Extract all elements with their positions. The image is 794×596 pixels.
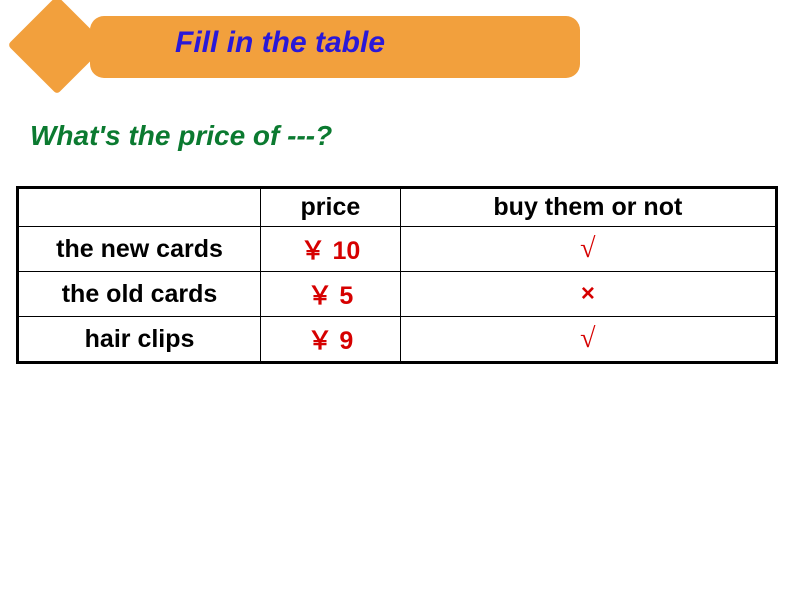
table-row: the new cards ￥ 10 √	[18, 227, 777, 272]
table-row: hair clips ￥ 9 √	[18, 317, 777, 363]
table-row: the old cards ￥ 5 ×	[18, 272, 777, 317]
header-item	[18, 188, 261, 227]
price-table: price buy them or not the new cards ￥ 10…	[16, 186, 778, 364]
price-cell: ￥ 10	[261, 227, 401, 272]
buy-cell: ×	[400, 272, 776, 317]
item-cell: the old cards	[18, 272, 261, 317]
price-cell: ￥ 9	[261, 317, 401, 363]
buy-cell: √	[400, 227, 776, 272]
buy-cell: √	[400, 317, 776, 363]
item-cell: the new cards	[18, 227, 261, 272]
banner-title: Fill in the table	[175, 26, 385, 60]
header-price: price	[261, 188, 401, 227]
table-header-row: price buy them or not	[18, 188, 777, 227]
diamond-decoration	[8, 0, 107, 94]
price-table-container: price buy them or not the new cards ￥ 10…	[16, 186, 778, 364]
item-cell: hair clips	[18, 317, 261, 363]
header-buy: buy them or not	[400, 188, 776, 227]
price-cell: ￥ 5	[261, 272, 401, 317]
question-text: What's the price of ---?	[30, 120, 332, 152]
